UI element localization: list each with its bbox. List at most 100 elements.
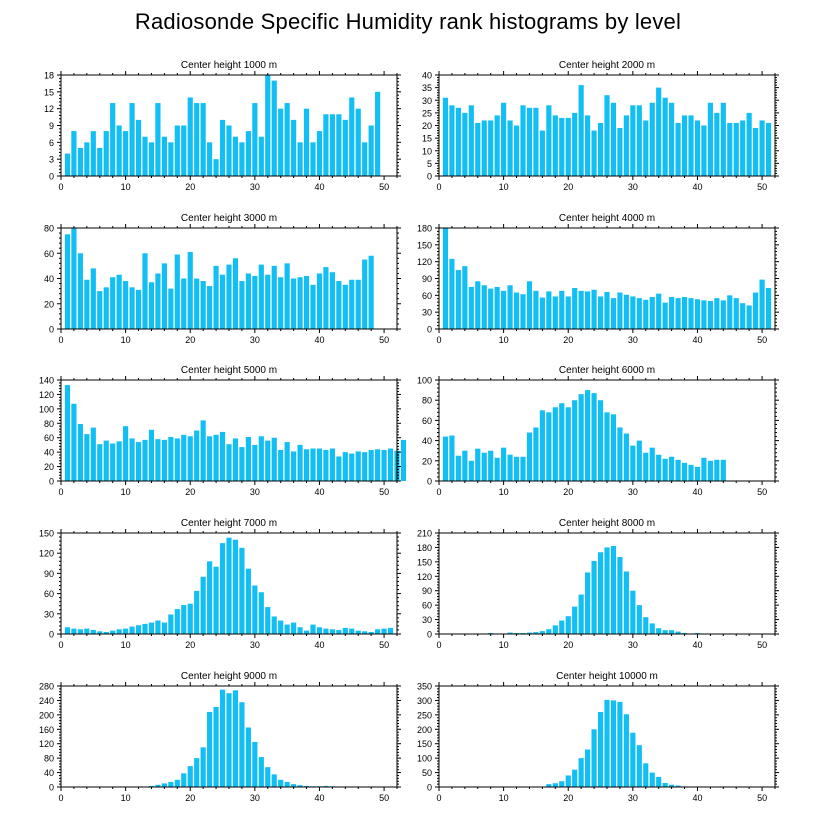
panel-4: Center height 4000 m 0 30 60 90 120 150 180 0 10 2… — [417, 213, 779, 345]
bar — [316, 448, 323, 481]
bar — [591, 130, 597, 176]
x-tick-label: 20 — [563, 335, 573, 345]
bar — [174, 254, 180, 329]
bar — [362, 259, 368, 329]
bar — [526, 107, 533, 176]
bar — [481, 120, 487, 176]
bar — [656, 454, 662, 481]
bar — [135, 119, 142, 176]
bar — [97, 291, 103, 329]
panel-6: Center height 6000 m 0 20 40 60 80 100 0 10 20 30 4… — [417, 365, 779, 497]
y-tick-label: 3 — [49, 155, 54, 165]
bar — [759, 120, 765, 176]
bar — [759, 279, 765, 329]
y-tick-label: 30 — [422, 615, 432, 625]
y-tick-label: 60 — [44, 589, 54, 599]
bar — [681, 115, 688, 176]
bar — [161, 622, 167, 634]
y-tick-label: 120 — [417, 572, 432, 582]
bar — [727, 122, 733, 176]
y-tick-label: 120 — [39, 739, 54, 749]
x-tick-label: 50 — [379, 487, 389, 497]
bar — [559, 403, 565, 481]
bar — [110, 277, 116, 329]
bar — [481, 452, 487, 481]
bar — [539, 631, 545, 634]
bar — [265, 440, 271, 481]
bar — [513, 125, 520, 176]
bar — [526, 281, 533, 329]
bar — [84, 628, 90, 634]
bar — [265, 75, 271, 176]
bar — [84, 279, 90, 329]
bar — [623, 294, 629, 329]
bar — [329, 448, 335, 481]
bar — [765, 122, 772, 176]
bar — [271, 437, 277, 481]
bar — [720, 459, 726, 481]
bar — [278, 449, 284, 481]
bar — [387, 448, 394, 481]
bar — [207, 436, 213, 481]
panel-7: Center height 7000 m 0 30 60 90 120 150 0 10 20 30… — [39, 518, 401, 650]
bar — [252, 444, 258, 481]
bar — [675, 459, 681, 481]
bar — [381, 449, 387, 481]
bar — [591, 729, 597, 787]
bar — [258, 136, 264, 176]
bar — [123, 628, 129, 634]
bar — [64, 234, 71, 329]
bar — [291, 784, 297, 787]
bar — [129, 103, 135, 176]
bar — [617, 292, 623, 329]
y-tick-label: 300 — [417, 696, 432, 706]
y-tick-label: 80 — [44, 224, 54, 234]
y-tick-label: 180 — [417, 543, 432, 553]
bar — [662, 782, 668, 787]
y-tick-label: 0 — [49, 630, 54, 640]
y-tick-label: 240 — [39, 696, 54, 706]
bar — [239, 547, 245, 634]
bar — [656, 628, 662, 634]
bar — [610, 298, 617, 329]
bar — [355, 279, 361, 329]
bar — [643, 452, 649, 481]
bar — [148, 785, 155, 787]
bar — [155, 620, 161, 634]
bar — [610, 414, 617, 481]
bar — [71, 403, 77, 481]
panel-title: Center height 8000 m — [559, 518, 655, 529]
bar — [546, 784, 552, 787]
bar — [701, 300, 707, 329]
panel-title: Center height 9000 m — [181, 671, 277, 682]
bar — [168, 781, 174, 787]
bar — [194, 590, 200, 634]
bar — [375, 449, 381, 481]
bar — [84, 142, 90, 176]
y-tick-label: 90 — [422, 586, 432, 596]
bar — [400, 439, 407, 481]
x-tick-label: 0 — [58, 793, 63, 803]
bar — [546, 291, 552, 329]
bar — [597, 711, 604, 787]
x-tick-label: 30 — [250, 335, 260, 345]
bar — [116, 125, 122, 176]
bar — [643, 617, 649, 634]
bar — [103, 440, 109, 481]
bar — [688, 298, 694, 329]
bar — [181, 278, 187, 329]
bar — [168, 614, 174, 634]
bar — [585, 572, 591, 634]
bar — [168, 142, 174, 176]
y-tick-label: 60 — [422, 291, 432, 301]
x-tick-label: 50 — [757, 182, 767, 192]
bar — [142, 623, 148, 634]
bar — [488, 450, 494, 481]
y-tick-label: 50 — [422, 768, 432, 778]
x-tick-label: 20 — [185, 335, 195, 345]
bar — [174, 609, 180, 634]
bar — [720, 300, 726, 329]
bar — [662, 97, 668, 176]
x-tick-label: 30 — [628, 335, 638, 345]
bar — [533, 107, 539, 176]
